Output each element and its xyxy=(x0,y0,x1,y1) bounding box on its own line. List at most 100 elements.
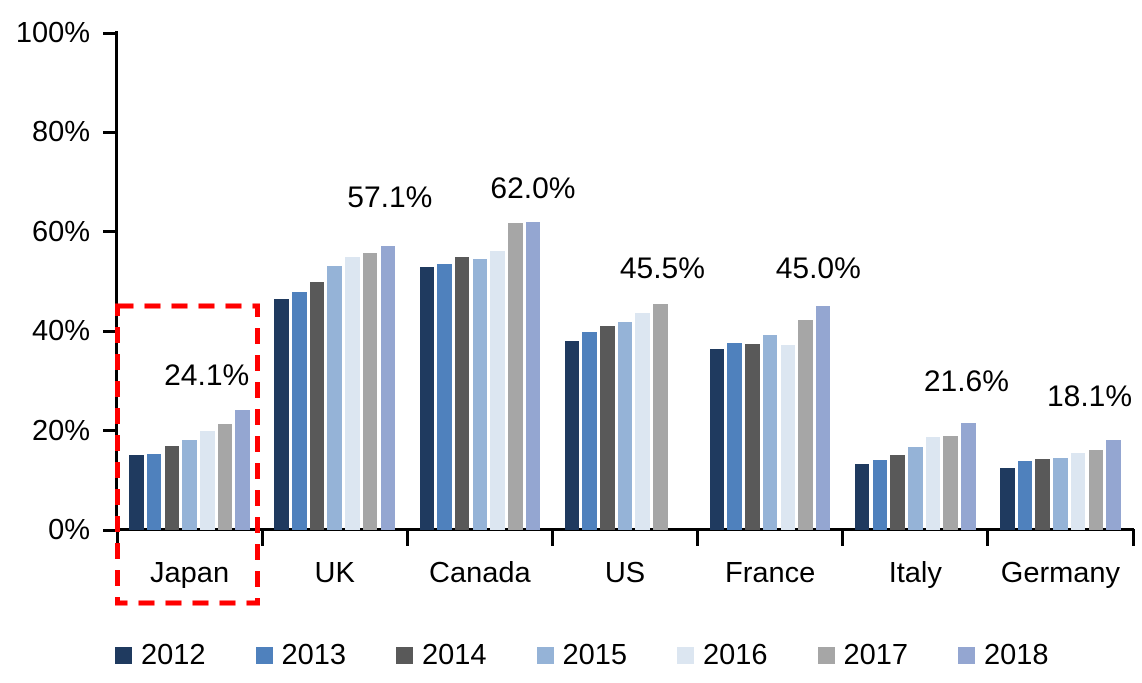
bar-japan-2013 xyxy=(146,453,162,530)
bar-us-2016 xyxy=(635,313,650,530)
y-axis-tick-mark xyxy=(103,429,117,433)
bar-us-2014 xyxy=(600,325,615,530)
legend-item-2014: 2014 xyxy=(396,638,487,672)
bar-uk-2012 xyxy=(274,298,289,530)
bar-france-2014 xyxy=(745,343,760,530)
category-label-canada: Canada xyxy=(429,557,531,589)
bar-canada-2014 xyxy=(454,257,470,530)
legend-swatch-2015 xyxy=(536,646,554,664)
legend-item-2015: 2015 xyxy=(536,638,628,672)
bar-germany-2018 xyxy=(1106,440,1121,530)
bar-uk-2017 xyxy=(362,252,378,530)
bar-us-2017 xyxy=(653,303,668,530)
bar-japan-2017 xyxy=(217,424,233,530)
bar-canada-2017 xyxy=(508,223,523,530)
bar-uk-2018 xyxy=(380,246,396,530)
bar-italy-2013 xyxy=(872,460,888,530)
bar-germany-2014 xyxy=(1035,458,1050,530)
y-axis-tick-label: 80% xyxy=(31,116,90,149)
legend-swatch-2017 xyxy=(817,646,835,664)
bar-uk-2013 xyxy=(292,292,307,530)
x-axis-tick-mark xyxy=(115,529,119,546)
y-axis-tick-mark xyxy=(103,230,117,234)
category-label-germany: Germany xyxy=(1000,557,1121,589)
bar-canada-2015 xyxy=(472,258,488,530)
y-axis-tick-label: 0% xyxy=(48,514,90,546)
legend-swatch-2012 xyxy=(115,646,132,664)
bar-italy-2017 xyxy=(943,436,958,530)
legend-item-2013: 2013 xyxy=(255,638,347,672)
bar-france-2016 xyxy=(780,344,796,530)
legend-item-2012: 2012 xyxy=(115,638,206,672)
bar-italy-2016 xyxy=(925,437,941,530)
bar-japan-2018 xyxy=(235,410,250,530)
legend-item-2017: 2017 xyxy=(817,638,909,672)
bar-us-2015 xyxy=(617,321,633,530)
legend-swatch-2013 xyxy=(255,646,273,664)
legend-label: 2015 xyxy=(562,639,628,671)
bar-canada-2016 xyxy=(490,251,505,530)
bar-us-2013 xyxy=(582,332,597,530)
x-axis-tick-mark xyxy=(260,529,264,546)
bar-canada-2013 xyxy=(437,264,452,530)
category-label-france: France xyxy=(725,557,816,589)
x-axis-tick-mark xyxy=(696,529,700,546)
bar-italy-2015 xyxy=(908,447,923,530)
x-axis-tick-mark xyxy=(1131,529,1135,546)
legend-label: 2018 xyxy=(984,639,1049,671)
legend-label: 2017 xyxy=(843,639,909,671)
legend-item-2016: 2016 xyxy=(677,638,768,672)
bar-japan-2012 xyxy=(129,454,144,530)
bar-france-2015 xyxy=(762,334,778,530)
bar-italy-2014 xyxy=(890,454,905,530)
legend-label: 2012 xyxy=(141,639,206,671)
y-axis-tick-mark xyxy=(103,130,117,134)
data-label-us: 45.5% xyxy=(619,251,705,285)
x-axis-tick-mark xyxy=(405,529,409,546)
y-axis-tick-label: 100% xyxy=(15,17,90,49)
legend-label: 2013 xyxy=(281,639,347,671)
bar-canada-2012 xyxy=(419,266,434,530)
y-axis-tick-label: 20% xyxy=(31,414,90,447)
bar-france-2012 xyxy=(709,348,725,530)
y-axis-line xyxy=(115,31,118,531)
legend-swatch-2018 xyxy=(958,646,975,664)
legend-label: 2014 xyxy=(422,639,487,671)
bar-japan-2016 xyxy=(200,430,215,530)
legend-item-2018: 2018 xyxy=(958,638,1049,672)
bar-germany-2013 xyxy=(1017,461,1033,530)
bar-canada-2018 xyxy=(525,221,541,530)
bar-italy-2018 xyxy=(961,422,976,530)
data-label-japan: 24.1% xyxy=(164,359,250,393)
category-label-italy: Italy xyxy=(888,557,942,589)
legend-swatch-2016 xyxy=(677,646,694,664)
legend-swatch-2014 xyxy=(396,646,413,664)
y-axis-tick-label: 40% xyxy=(31,315,90,348)
x-axis-tick-mark xyxy=(550,529,554,546)
bar-germany-2012 xyxy=(1000,467,1015,530)
bar-germany-2015 xyxy=(1053,457,1068,530)
data-label-italy: 21.6% xyxy=(923,364,1009,398)
bar-france-2018 xyxy=(815,306,831,530)
x-axis-tick-mark xyxy=(986,529,990,546)
x-axis-tick-mark xyxy=(841,529,845,546)
bar-uk-2014 xyxy=(309,281,325,530)
category-label-japan: Japan xyxy=(150,557,230,589)
bar-uk-2016 xyxy=(345,256,360,530)
y-axis-tick-mark xyxy=(103,329,117,333)
data-label-uk: 57.1% xyxy=(347,181,433,215)
category-label-us: US xyxy=(604,557,646,589)
bar-germany-2017 xyxy=(1088,450,1104,530)
bar-germany-2016 xyxy=(1070,453,1086,530)
bar-italy-2012 xyxy=(854,464,870,530)
legend-label: 2016 xyxy=(703,639,768,671)
bar-uk-2015 xyxy=(327,265,342,530)
y-axis-tick-label: 60% xyxy=(31,215,90,248)
category-label-uk: UK xyxy=(314,557,355,589)
y-axis-tick-mark xyxy=(103,31,117,35)
bar-us-2012 xyxy=(564,340,580,530)
bar-japan-2014 xyxy=(164,446,180,530)
data-label-germany: 18.1% xyxy=(1046,380,1133,414)
data-label-france: 45.0% xyxy=(775,252,861,286)
